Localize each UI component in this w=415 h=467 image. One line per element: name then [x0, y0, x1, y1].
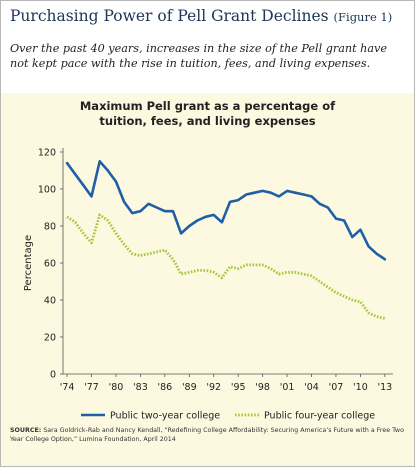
figure-number: (Figure 1) — [333, 10, 393, 24]
x-tick-label: '95 — [231, 382, 246, 393]
x-tick-label: '13 — [378, 382, 393, 393]
figure-header: Purchasing Power of Pell Grant Declines … — [1, 1, 414, 93]
x-tick-label: '83 — [133, 382, 148, 393]
x-tick-label: '04 — [304, 382, 319, 393]
source-note: SOURCE: Sara Goldrick-Rab and Nancy Kend… — [10, 426, 408, 444]
series-line-two-year — [65, 159, 387, 261]
y-tick-label: 100 — [38, 185, 56, 196]
x-tick-label: '01 — [280, 382, 295, 393]
y-tick-label: 20 — [44, 333, 56, 344]
figure-title: Purchasing Power of Pell Grant Declines … — [10, 7, 392, 25]
y-tick-label: 80 — [44, 222, 56, 233]
legend-label-two-year: Public two-year college — [110, 411, 220, 422]
x-tick-label: '86 — [158, 382, 173, 393]
x-tick-label: '89 — [182, 382, 197, 393]
source-text: Sara Goldrick-Rab and Nancy Kendall, “Re… — [10, 427, 404, 443]
x-tick-label: '98 — [255, 382, 270, 393]
figure-subtitle: Over the past 40 years, increases in the… — [10, 42, 387, 70]
x-tick-label: '80 — [109, 382, 124, 393]
chart-title-line-1: Maximum Pell grant as a percentage of — [79, 99, 336, 113]
x-tick-label: '07 — [329, 382, 344, 393]
y-tick-label: 60 — [44, 259, 56, 270]
y-tick-label: 120 — [38, 148, 56, 159]
x-tick-label: '10 — [353, 382, 368, 393]
legend-label-four-year: Public four-year college — [264, 411, 375, 422]
source-label: SOURCE: — [10, 427, 42, 434]
line-chart: 0 20 40 60 80 100 120 '74 '77 '80 '83 '86 '89 '92 '95 '… — [23, 148, 393, 422]
x-tick-label: '74 — [60, 382, 75, 393]
y-axis-title: Percentage — [23, 235, 34, 291]
figure-title-text: Purchasing Power of Pell Grant Declines — [10, 7, 329, 25]
y-tick-label: 0 — [50, 370, 56, 381]
chart-title-line-2: tuition, fees, and living expenses — [99, 114, 316, 128]
x-tick-label: '77 — [84, 382, 99, 393]
y-tick-label: 40 — [44, 296, 56, 307]
chart-title: Maximum Pell grant as a percentage of tu… — [1, 99, 414, 129]
series-line-four-year — [66, 213, 386, 320]
x-tick-label: '92 — [206, 382, 221, 393]
chart-area: Maximum Pell grant as a percentage of tu… — [1, 93, 414, 466]
